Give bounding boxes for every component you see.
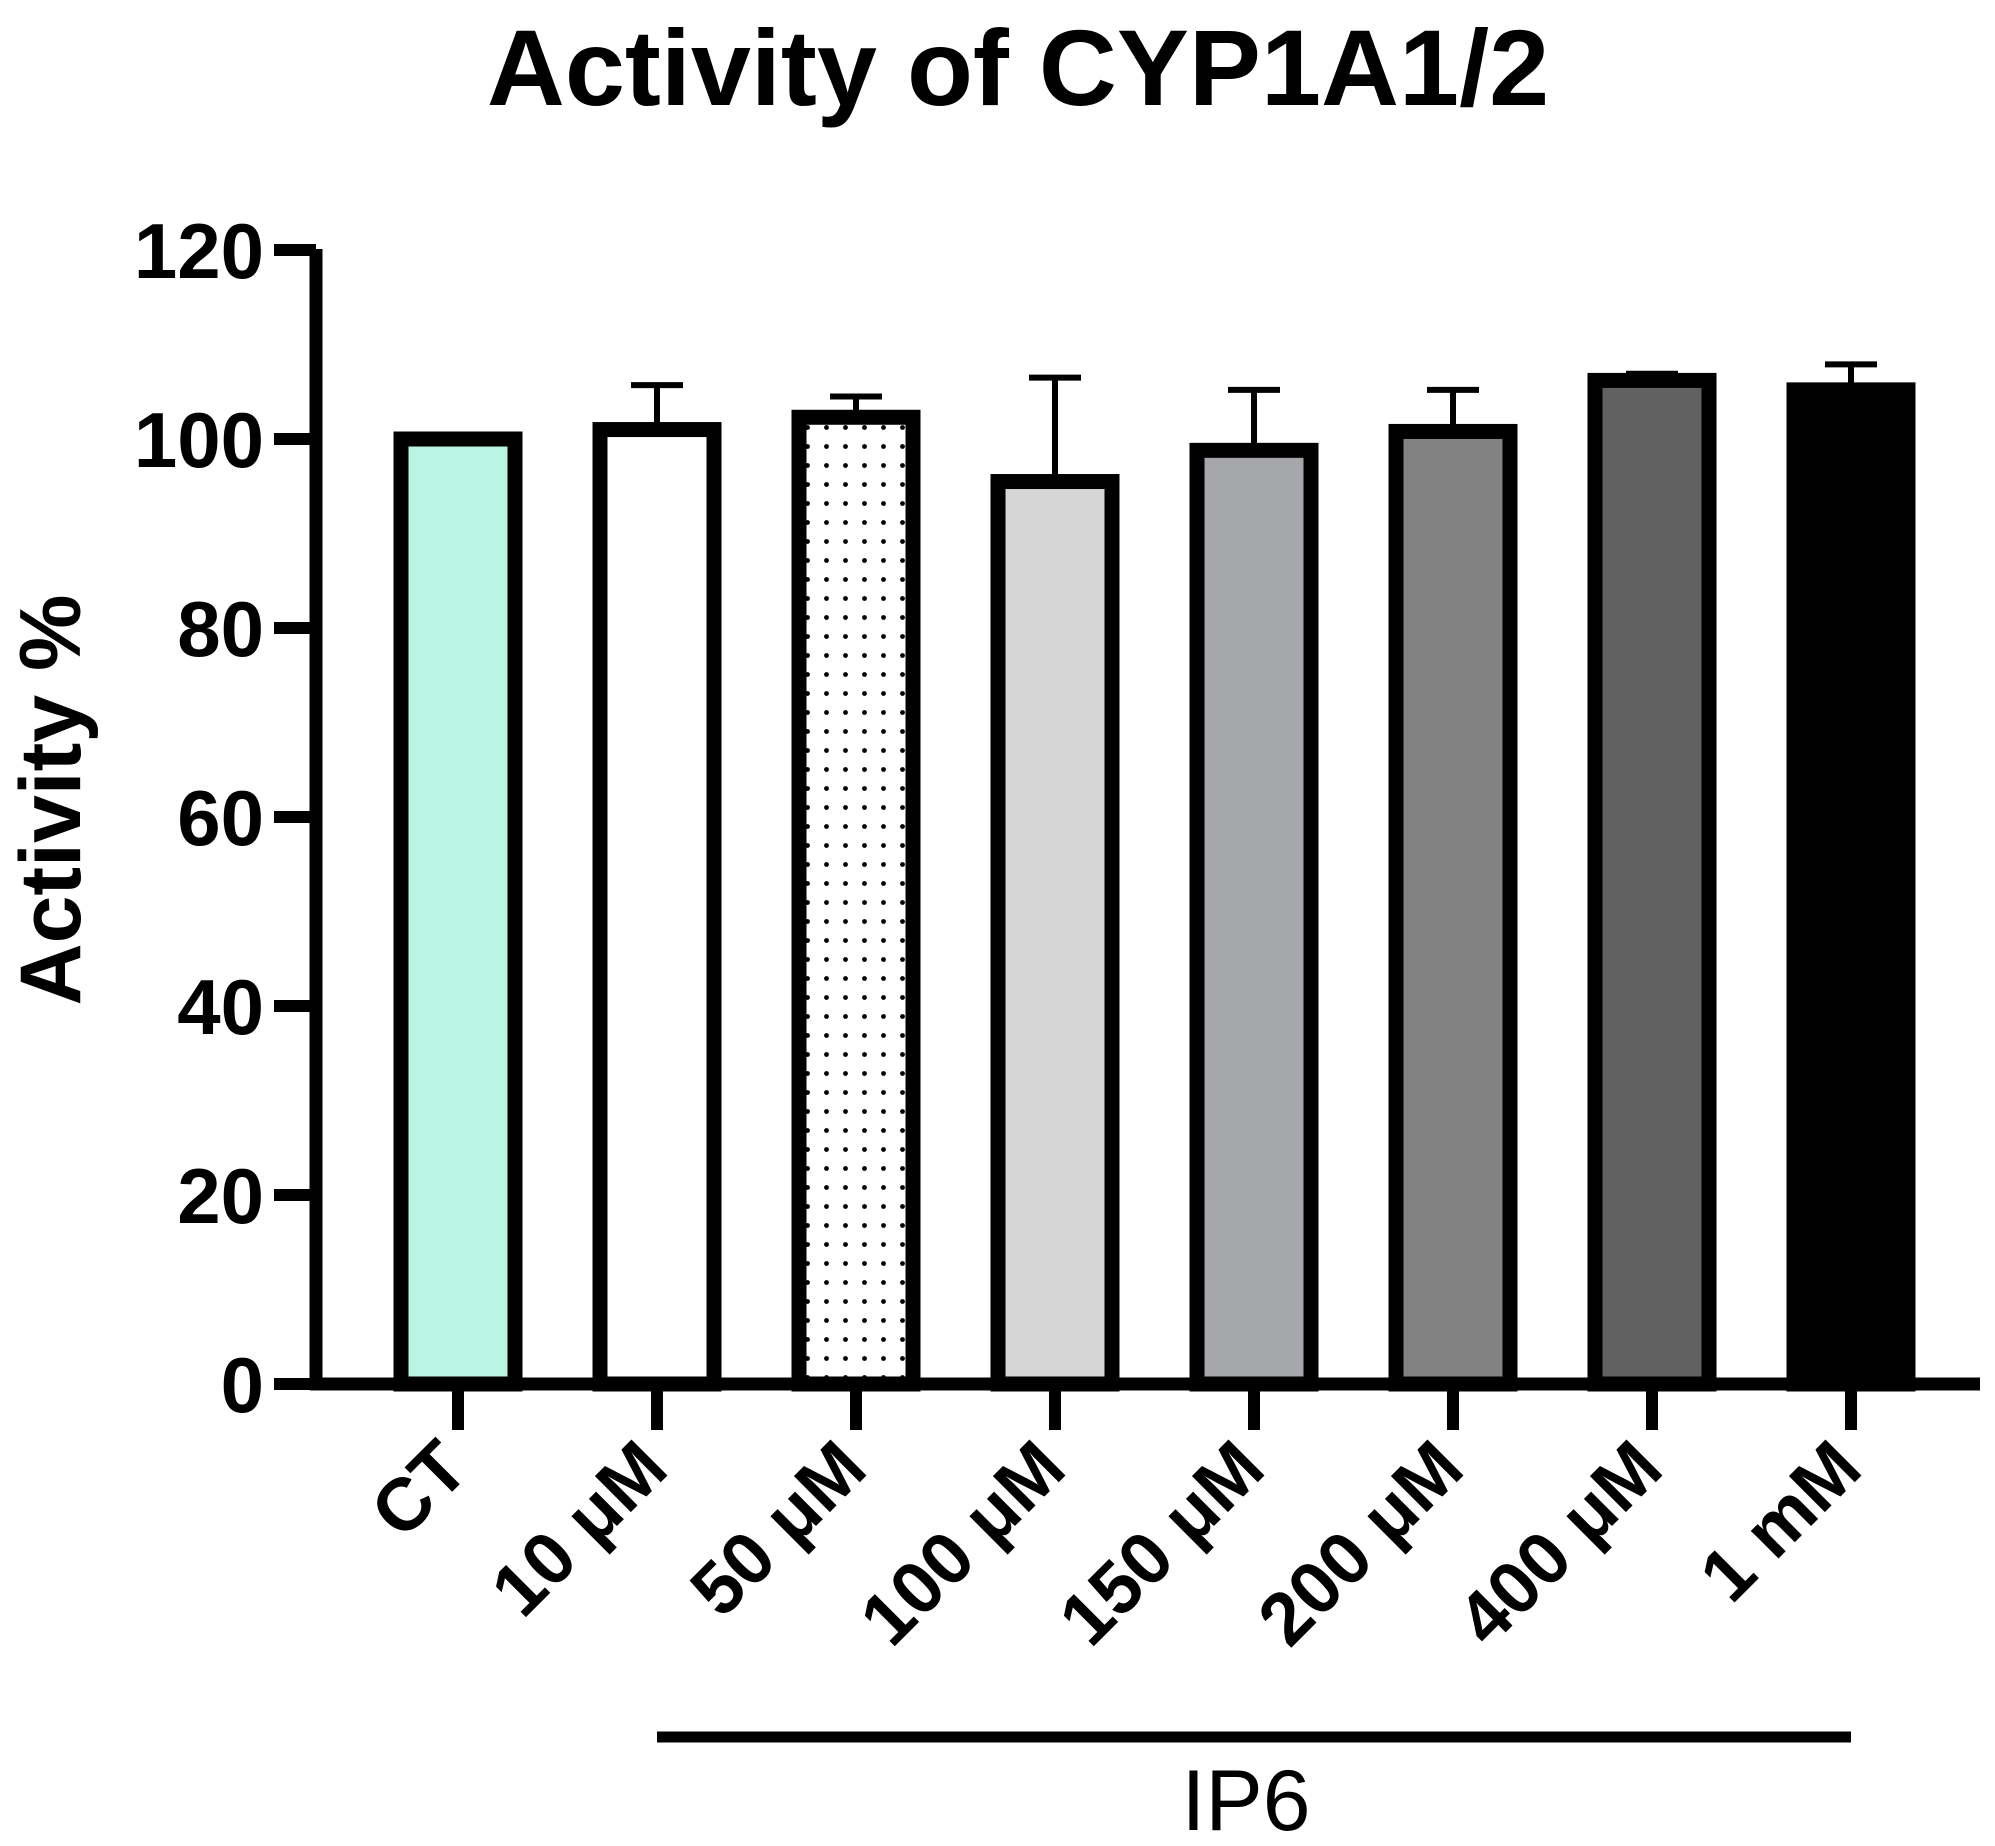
bar	[393, 431, 523, 1392]
y-tick-label: 120	[134, 207, 264, 295]
x-tick-label: 1 mM	[1684, 1425, 1876, 1617]
bar	[592, 422, 722, 1392]
bar	[1786, 382, 1916, 1392]
bar	[1189, 442, 1319, 1392]
x-tick-label: 10 μM	[475, 1425, 682, 1632]
x-tick-label: 100 μM	[844, 1425, 1080, 1661]
x-tick-label: 200 μM	[1242, 1425, 1478, 1661]
x-tick-label: CT	[355, 1425, 483, 1553]
y-tick-label: 20	[177, 1152, 264, 1240]
y-tick-label: 100	[134, 396, 264, 484]
bar	[1587, 372, 1717, 1392]
bar	[990, 474, 1120, 1392]
bar	[791, 409, 921, 1392]
y-tick-label: 40	[177, 963, 264, 1051]
bar	[1388, 423, 1518, 1392]
chart-title: Activity of CYP1A1/2	[487, 7, 1549, 128]
y-axis-label: Activity %	[3, 594, 99, 1005]
y-tick-label: 80	[177, 585, 264, 673]
y-tick-label: 60	[177, 774, 264, 862]
y-tick-label: 0	[221, 1341, 264, 1429]
group-label: IP6	[1181, 1753, 1310, 1846]
x-tick-label: 150 μM	[1043, 1425, 1279, 1661]
x-tick-label: 400 μM	[1441, 1425, 1677, 1661]
